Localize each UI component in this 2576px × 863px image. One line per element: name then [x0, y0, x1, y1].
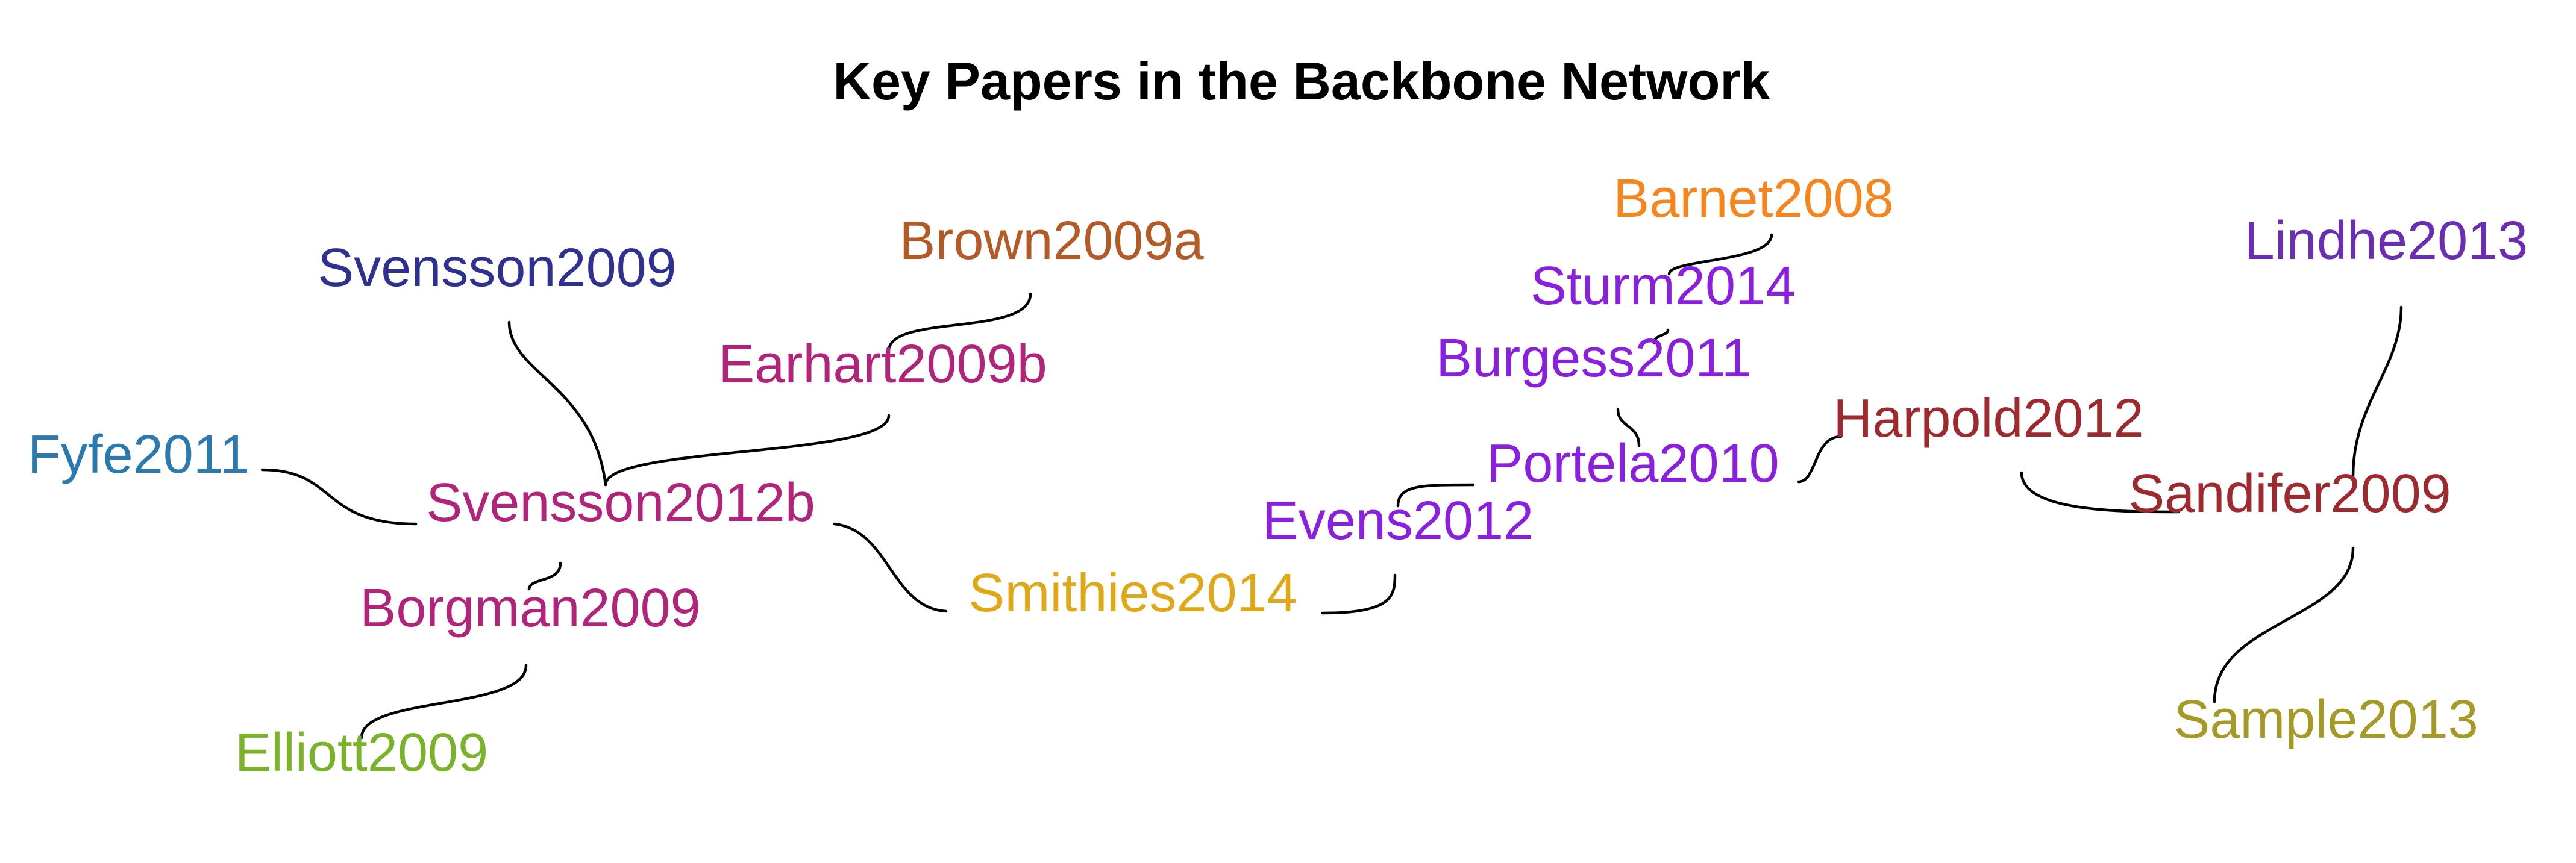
edge-brown2009a-earhart2009b	[887, 292, 1032, 354]
edge-earhart2009b-svensson2012b	[604, 414, 891, 487]
edge-portela2010-burgess2011	[1616, 408, 1641, 447]
node-burgess2011: Burgess2011	[1436, 328, 1752, 388]
node-portela2010: Portela2010	[1487, 434, 1779, 494]
edge-harpold2012-sandifer2009	[2020, 471, 2180, 514]
edge-fyfe2011-svensson2012b	[260, 468, 418, 526]
node-svensson2009: Svensson2009	[318, 238, 676, 298]
node-borgman2009: Borgman2009	[360, 578, 700, 638]
edge-svensson2012b-smithies2014	[833, 522, 948, 613]
node-sandifer2009: Sandifer2009	[2128, 464, 2451, 524]
node-sturm2014: Sturm2014	[1531, 256, 1796, 316]
edge-portela2010-harpold2012	[1797, 435, 1843, 484]
edge-layer	[260, 233, 2403, 740]
edge-svensson2012b-borgman2009	[527, 561, 562, 591]
edge-evens2012-portela2010	[1396, 483, 1475, 508]
node-earhart2009b: Earhart2009b	[718, 334, 1047, 394]
node-evens2012: Evens2012	[1262, 491, 1534, 551]
node-barnet2008: Barnet2008	[1613, 169, 1893, 229]
node-lindhe2013: Lindhe2013	[2245, 211, 2528, 271]
edge-lindhe2013-sandifer2009	[2351, 305, 2403, 478]
edge-sturm2014-barnet2008	[1667, 233, 1773, 276]
node-sample2013: Sample2013	[2173, 690, 2478, 750]
node-svensson2012b: Svensson2012b	[426, 473, 815, 533]
node-layer: Svensson2009 Brown2009a Earhart2009b Fyfe20…	[28, 169, 2528, 783]
node-smithies2014: Smithies2014	[968, 563, 1297, 623]
diagram-title: Key Papers in the Backbone Network	[833, 51, 1770, 111]
edge-smithies2014-evens2012	[1321, 573, 1397, 615]
node-brown2009a: Brown2009a	[899, 211, 1204, 271]
node-fyfe2011: Fyfe2011	[28, 425, 250, 485]
edge-sandifer2009-sample2013	[2213, 546, 2355, 703]
edge-burgess2011-sturm2014	[1652, 328, 1670, 345]
edge-borgman2009-elliott2009	[360, 664, 528, 740]
node-harpold2012: Harpold2012	[1833, 388, 2143, 449]
edge-svensson2009-svensson2012b	[507, 320, 607, 487]
node-elliott2009: Elliott2009	[235, 723, 488, 783]
